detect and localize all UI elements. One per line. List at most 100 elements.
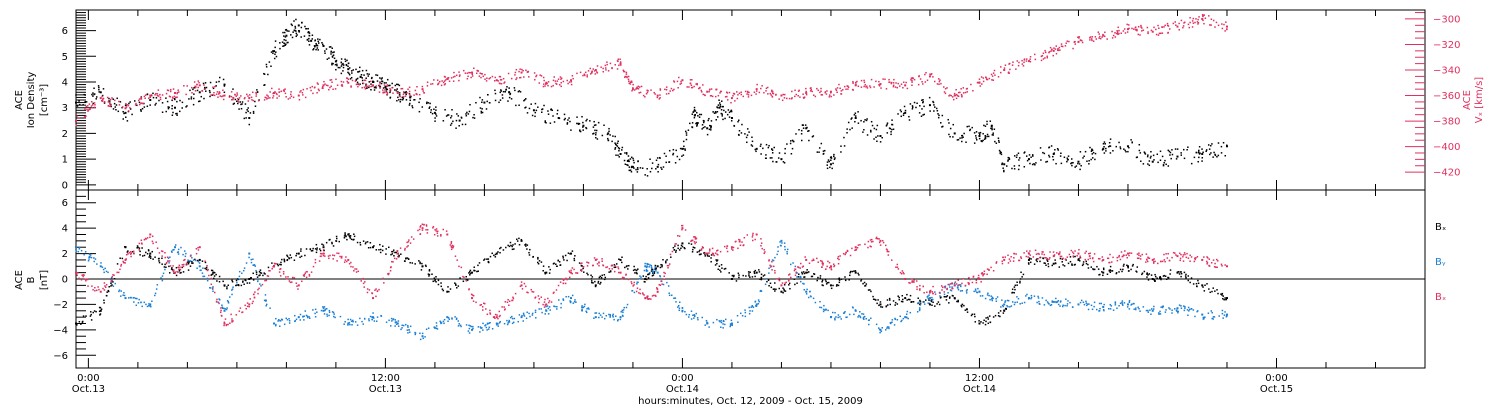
by-sample-dot	[231, 293, 233, 296]
bz-sample-dot	[521, 288, 524, 290]
bx-sample-dot	[216, 280, 218, 282]
density-data-point	[1052, 153, 1055, 155]
vx-sample-dot	[519, 76, 521, 79]
vx-sample-dot	[890, 81, 893, 84]
vx-sample-dot	[892, 82, 895, 84]
bx-data-point	[99, 309, 102, 312]
density-sample-dot	[386, 78, 389, 81]
by-sample-dot	[322, 306, 324, 308]
top-left-tick-label: 1	[62, 155, 68, 166]
bz-data-point	[471, 297, 474, 300]
by-sample-dot	[1085, 300, 1087, 303]
bx-sample-dot	[880, 306, 882, 308]
density-sample-dot	[382, 87, 385, 89]
by-sample-dot	[651, 271, 654, 273]
by-sample-dot	[229, 296, 231, 298]
vx-sample-dot	[778, 98, 780, 100]
by-sample-dot	[1171, 309, 1173, 312]
by-sample-dot	[764, 283, 767, 286]
bx-sample-dot	[194, 258, 196, 261]
density-sample-dot	[233, 102, 236, 105]
vx-sample-dot	[466, 78, 469, 80]
bx-sample-dot	[578, 262, 581, 264]
vx-sample-dot	[361, 86, 363, 89]
density-sample-dot	[627, 155, 630, 157]
by-sample-dot	[496, 324, 498, 326]
density-data-point	[1201, 153, 1204, 155]
density-sample-dot	[211, 94, 214, 96]
by-sample-dot	[472, 325, 474, 328]
density-sample-dot	[544, 121, 546, 123]
bx-sample-dot	[618, 258, 620, 260]
bz-data-point	[780, 284, 783, 287]
density-sample-dot	[1011, 167, 1013, 170]
vx-sample-dot	[710, 88, 713, 90]
density-sample-dot	[975, 137, 977, 139]
bx-sample-dot	[1216, 289, 1218, 291]
vx-sample-dot	[1188, 26, 1191, 29]
density-sample-dot	[665, 161, 667, 164]
bx-sample-dot	[849, 274, 851, 277]
by-sample-dot	[326, 308, 328, 310]
bz-sample-dot	[95, 289, 98, 292]
by-sample-dot	[706, 322, 709, 324]
density-sample-dot	[122, 118, 125, 120]
by-sample-dot	[670, 294, 673, 297]
bz-sample-dot	[253, 297, 256, 299]
bz-sample-dot	[318, 260, 321, 262]
density-sample-dot	[1103, 152, 1106, 154]
bz-sample-dot	[421, 223, 424, 226]
by-sample-dot	[1109, 308, 1112, 310]
vx-sample-dot	[302, 94, 304, 96]
vx-sample-dot	[94, 104, 96, 106]
bz-data-point	[1102, 258, 1105, 261]
bx-sample-dot	[1019, 278, 1022, 280]
vx-sample-dot	[147, 97, 150, 100]
vx-sample-dot	[589, 73, 592, 75]
bz-sample-dot	[354, 268, 356, 270]
by-sample-dot	[960, 285, 962, 288]
vx-sample-dot	[108, 101, 111, 104]
density-sample-dot	[830, 159, 832, 161]
density-sample-dot	[431, 112, 434, 115]
vx-sample-dot	[467, 75, 469, 78]
bx-sample-dot	[300, 255, 303, 258]
density-data-point	[706, 127, 709, 130]
density-sample-dot	[317, 49, 319, 51]
bx-sample-dot	[1146, 276, 1148, 278]
bz-sample-dot	[497, 317, 499, 320]
by-sample-dot	[531, 314, 534, 316]
by-sample-dot	[927, 302, 929, 304]
bx-sample-dot	[798, 273, 800, 275]
density-sample-dot	[500, 90, 503, 92]
by-sample-dot	[170, 250, 173, 252]
density-sample-dot	[687, 129, 690, 131]
bz-sample-dot	[494, 317, 496, 319]
by-sample-dot	[348, 321, 351, 324]
vx-sample-dot	[1172, 22, 1175, 25]
bx-sample-dot	[716, 262, 718, 265]
bz-sample-dot	[305, 276, 308, 279]
density-data-point	[854, 117, 857, 119]
density-sample-dot	[834, 157, 836, 159]
density-sample-dot	[376, 74, 379, 77]
vx-sample-dot	[392, 92, 394, 94]
density-sample-dot	[1056, 147, 1059, 150]
density-sample-dot	[1094, 158, 1096, 161]
by-sample-dot	[236, 281, 238, 284]
density-sample-dot	[1175, 158, 1178, 160]
density-sample-dot	[298, 31, 300, 33]
density-sample-dot	[973, 132, 976, 134]
bx-sample-dot	[1211, 290, 1213, 293]
vx-sample-dot	[665, 93, 668, 95]
by-sample-dot	[774, 256, 776, 259]
by-sample-dot	[479, 326, 482, 328]
by-sample-dot	[307, 316, 309, 319]
density-sample-dot	[871, 124, 874, 127]
density-sample-dot	[335, 59, 338, 62]
density-sample-dot	[1187, 146, 1189, 148]
density-sample-dot	[730, 110, 733, 113]
bz-sample-dot	[632, 285, 634, 287]
bx-data-point	[545, 271, 548, 274]
density-sample-dot	[860, 119, 862, 122]
